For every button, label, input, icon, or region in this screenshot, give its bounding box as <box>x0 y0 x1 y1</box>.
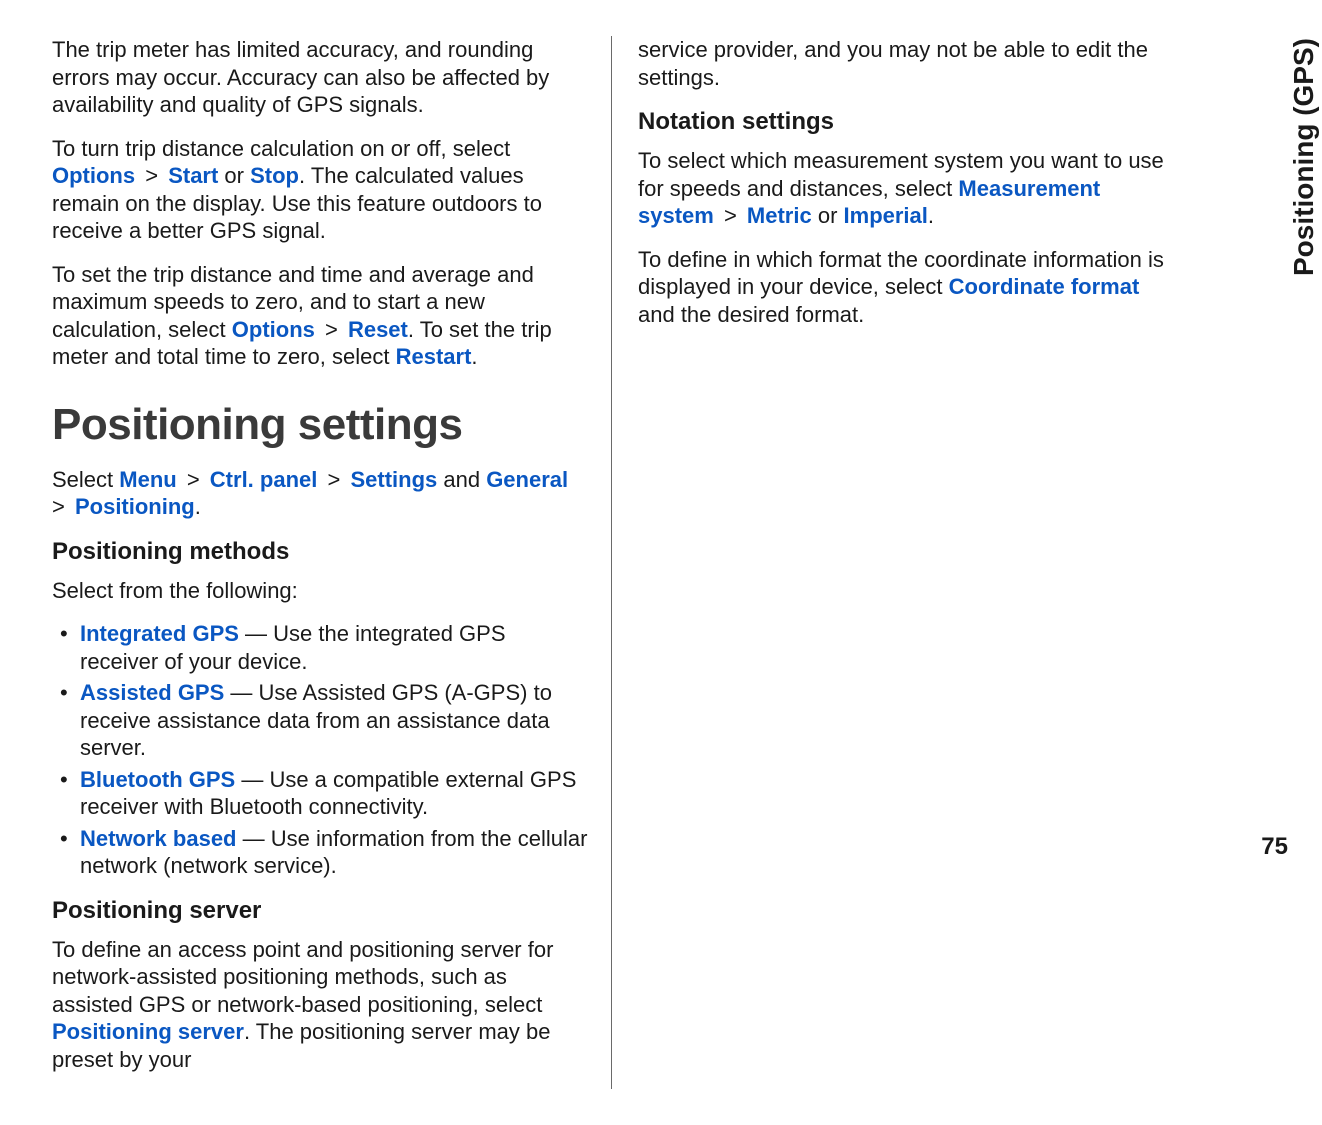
options-link[interactable]: Options <box>52 163 135 188</box>
text: To turn trip distance calculation on or … <box>52 136 510 161</box>
integrated-gps-link[interactable]: Integrated GPS <box>80 621 239 646</box>
text: or <box>812 203 844 228</box>
breadcrumb-separator: > <box>315 317 348 342</box>
reset-link[interactable]: Reset <box>348 317 408 342</box>
side-section-label: Positioning (GPS) <box>1286 38 1321 276</box>
start-link[interactable]: Start <box>168 163 218 188</box>
list-item: Integrated GPS — Use the integrated GPS … <box>52 620 589 675</box>
assisted-gps-link[interactable]: Assisted GPS <box>80 680 224 705</box>
page-number: 75 <box>1261 832 1288 862</box>
left-column: The trip meter has limited accuracy, and… <box>52 36 612 1089</box>
coordinate-format-paragraph: To define in which format the coordinate… <box>638 246 1172 329</box>
ctrl-panel-link[interactable]: Ctrl. panel <box>210 467 318 492</box>
text: Select <box>52 467 119 492</box>
menu-link[interactable]: Menu <box>119 467 176 492</box>
general-link[interactable]: General <box>486 467 568 492</box>
imperial-link[interactable]: Imperial <box>844 203 928 228</box>
methods-intro: Select from the following: <box>52 577 589 605</box>
trip-toggle-paragraph: To turn trip distance calculation on or … <box>52 135 589 245</box>
coordinate-format-link[interactable]: Coordinate format <box>949 274 1140 299</box>
breadcrumb-separator: > <box>177 467 210 492</box>
side-tab: Positioning (GPS) <box>1246 30 1288 910</box>
list-item: Network based — Use information from the… <box>52 825 589 880</box>
text: and <box>437 467 486 492</box>
text: and the desired format. <box>638 302 864 327</box>
positioning-link[interactable]: Positioning <box>75 494 195 519</box>
breadcrumb-separator: > <box>317 467 350 492</box>
right-column: service provider, and you may not be abl… <box>612 36 1172 1089</box>
methods-list: Integrated GPS — Use the integrated GPS … <box>52 620 589 880</box>
text: . <box>928 203 934 228</box>
list-item: Bluetooth GPS — Use a compatible externa… <box>52 766 589 821</box>
text: or <box>218 163 250 188</box>
breadcrumb-separator: > <box>135 163 168 188</box>
text: . <box>471 344 477 369</box>
text: To define an access point and positionin… <box>52 937 553 1017</box>
page-body: The trip meter has limited accuracy, and… <box>0 0 1200 1125</box>
restart-link[interactable]: Restart <box>396 344 472 369</box>
list-item: Assisted GPS — Use Assisted GPS (A-GPS) … <box>52 679 589 762</box>
breadcrumb-separator: > <box>714 203 747 228</box>
positioning-settings-heading: Positioning settings <box>52 397 589 452</box>
network-based-link[interactable]: Network based <box>80 826 237 851</box>
positioning-server-link[interactable]: Positioning server <box>52 1019 244 1044</box>
service-provider-paragraph: service provider, and you may not be abl… <box>638 36 1172 91</box>
positioning-server-paragraph: To define an access point and positionin… <box>52 936 589 1074</box>
positioning-server-heading: Positioning server <box>52 896 589 926</box>
measurement-system-paragraph: To select which measurement system you w… <box>638 147 1172 230</box>
trip-reset-paragraph: To set the trip distance and time and av… <box>52 261 589 371</box>
bluetooth-gps-link[interactable]: Bluetooth GPS <box>80 767 235 792</box>
text: . <box>195 494 201 519</box>
metric-link[interactable]: Metric <box>747 203 812 228</box>
settings-link[interactable]: Settings <box>350 467 437 492</box>
stop-link[interactable]: Stop <box>250 163 299 188</box>
positioning-methods-heading: Positioning methods <box>52 537 589 567</box>
notation-settings-heading: Notation settings <box>638 107 1172 137</box>
trip-accuracy-paragraph: The trip meter has limited accuracy, and… <box>52 36 589 119</box>
nav-path-paragraph: Select Menu > Ctrl. panel > Settings and… <box>52 466 589 521</box>
options-link[interactable]: Options <box>232 317 315 342</box>
